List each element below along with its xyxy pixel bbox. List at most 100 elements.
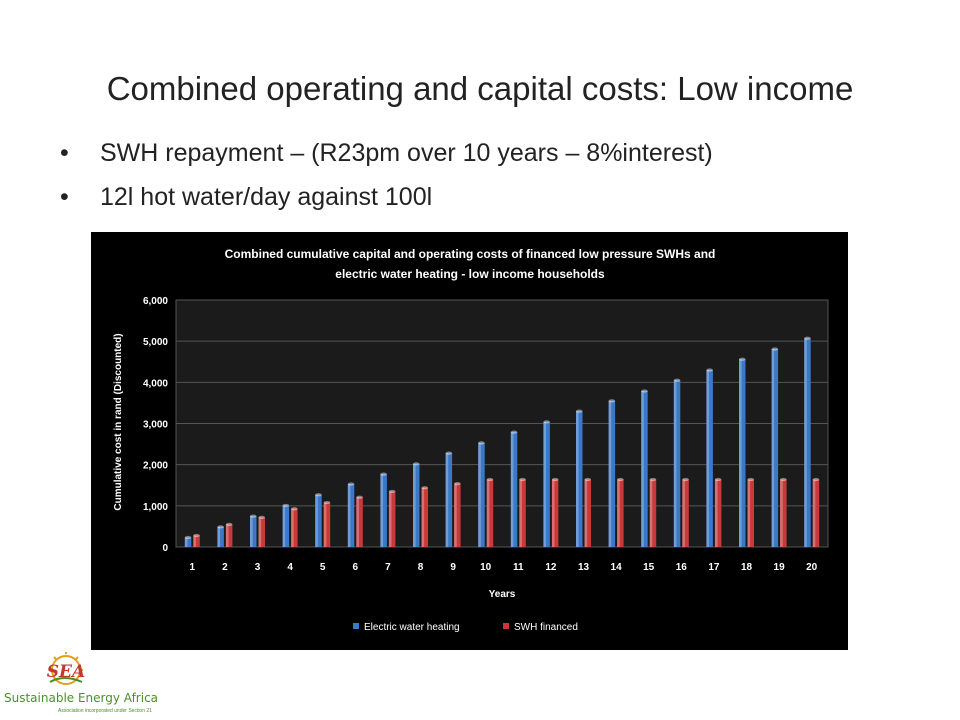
bar — [649, 479, 657, 547]
bar-cap — [673, 378, 681, 382]
bar-cap — [356, 495, 363, 499]
x-tick-label: 7 — [385, 562, 391, 573]
bar-highlight — [584, 479, 588, 547]
x-tick-label: 12 — [545, 562, 557, 573]
bar-highlight — [739, 359, 742, 547]
bar-cap — [225, 522, 233, 526]
bar-highlight — [780, 479, 783, 547]
bar-highlight — [673, 380, 677, 547]
x-tick-label: 18 — [741, 562, 753, 573]
x-axis-label: Years — [489, 589, 516, 600]
bar-cap — [780, 477, 787, 482]
x-tick-label: 4 — [287, 562, 293, 573]
bar — [682, 479, 689, 547]
bar-highlight — [380, 474, 383, 547]
x-tick-label: 9 — [450, 562, 456, 573]
bar — [225, 524, 233, 547]
bar-cap — [739, 357, 746, 361]
y-tick-label: 6,000 — [143, 296, 168, 307]
bar — [617, 479, 624, 547]
bar-highlight — [250, 516, 253, 547]
bar-highlight — [543, 421, 546, 547]
bar — [454, 483, 461, 547]
bar — [356, 497, 363, 547]
bar — [315, 494, 322, 547]
bar-cap — [347, 482, 355, 486]
bar-highlight — [576, 411, 579, 547]
y-tick-label: 2,000 — [143, 461, 168, 472]
bar — [584, 479, 591, 547]
y-tick-label: 0 — [162, 543, 168, 554]
bar — [486, 479, 494, 547]
bar — [193, 535, 200, 547]
bar-cap — [617, 477, 624, 482]
bar-highlight — [315, 494, 318, 547]
x-tick-label: 10 — [480, 562, 492, 573]
bar-highlight — [388, 491, 392, 547]
x-tick-label: 20 — [806, 562, 818, 573]
bar-cap — [714, 477, 722, 482]
bar-cap — [421, 486, 428, 490]
x-tick-label: 15 — [643, 562, 655, 573]
bar-highlight — [323, 502, 327, 547]
x-tick-label: 14 — [611, 562, 623, 573]
y-tick-label: 4,000 — [143, 378, 168, 389]
y-axis-label: Cumulative cost in rand (Discounted) — [113, 333, 124, 510]
bullet-list: SWH repayment – (R23pm over 10 years – 8… — [60, 138, 713, 226]
bar-cap — [747, 477, 754, 482]
sea-logo: SEA — [47, 652, 85, 685]
bar-highlight — [356, 497, 359, 547]
bar — [804, 338, 811, 547]
bar-highlight — [747, 479, 751, 547]
bar-cap — [388, 489, 396, 494]
bar-highlight — [217, 526, 220, 547]
bar — [347, 484, 355, 547]
bar-cap — [771, 347, 779, 351]
bar-cap — [282, 503, 290, 508]
bar-cap — [413, 462, 420, 466]
bar-cap — [543, 420, 550, 424]
bullet-item: SWH repayment – (R23pm over 10 years – 8… — [60, 138, 713, 168]
x-tick-label: 19 — [774, 562, 786, 573]
bar — [608, 400, 616, 547]
bar-highlight — [649, 479, 653, 547]
bar-highlight — [519, 479, 522, 547]
bar — [812, 479, 820, 547]
chart-title-line-2: electric water heating - low income hous… — [335, 267, 605, 281]
bar-cap — [445, 451, 453, 455]
logo-name: Sustainable Energy Africa — [4, 691, 159, 705]
bar — [510, 432, 518, 547]
bar-cap — [584, 477, 591, 482]
bar-highlight — [347, 484, 351, 547]
bar-cap — [576, 409, 583, 413]
bar — [747, 479, 754, 547]
bar-cap — [649, 477, 657, 482]
bar-highlight — [804, 338, 807, 547]
bullet-item: 12l hot water/day against 100l — [60, 182, 713, 212]
bar-cap — [184, 535, 192, 540]
bar — [413, 463, 420, 547]
bar-highlight — [771, 348, 775, 547]
bar-cap — [193, 533, 200, 538]
bar-highlight — [454, 483, 457, 547]
bar-chart: Combined cumulative capital and operatin… — [113, 247, 829, 633]
bar-highlight — [706, 369, 709, 547]
y-tick-label: 3,000 — [143, 420, 168, 431]
bar-cap — [551, 477, 559, 482]
bar — [673, 380, 681, 547]
bar — [780, 479, 787, 547]
bar-highlight — [510, 432, 514, 547]
x-tick-label: 17 — [708, 562, 720, 573]
bar — [217, 526, 224, 547]
bar-cap — [323, 500, 331, 505]
bar-highlight — [478, 442, 481, 547]
bar — [576, 411, 583, 547]
logo-mark: SEA — [47, 662, 85, 682]
bar-highlight — [445, 453, 449, 547]
bar-highlight — [184, 537, 188, 547]
bar-cap — [315, 493, 322, 497]
bar-cap — [217, 525, 224, 529]
bar-cap — [250, 514, 257, 518]
bar — [250, 516, 257, 547]
legend-swatch — [353, 623, 359, 629]
